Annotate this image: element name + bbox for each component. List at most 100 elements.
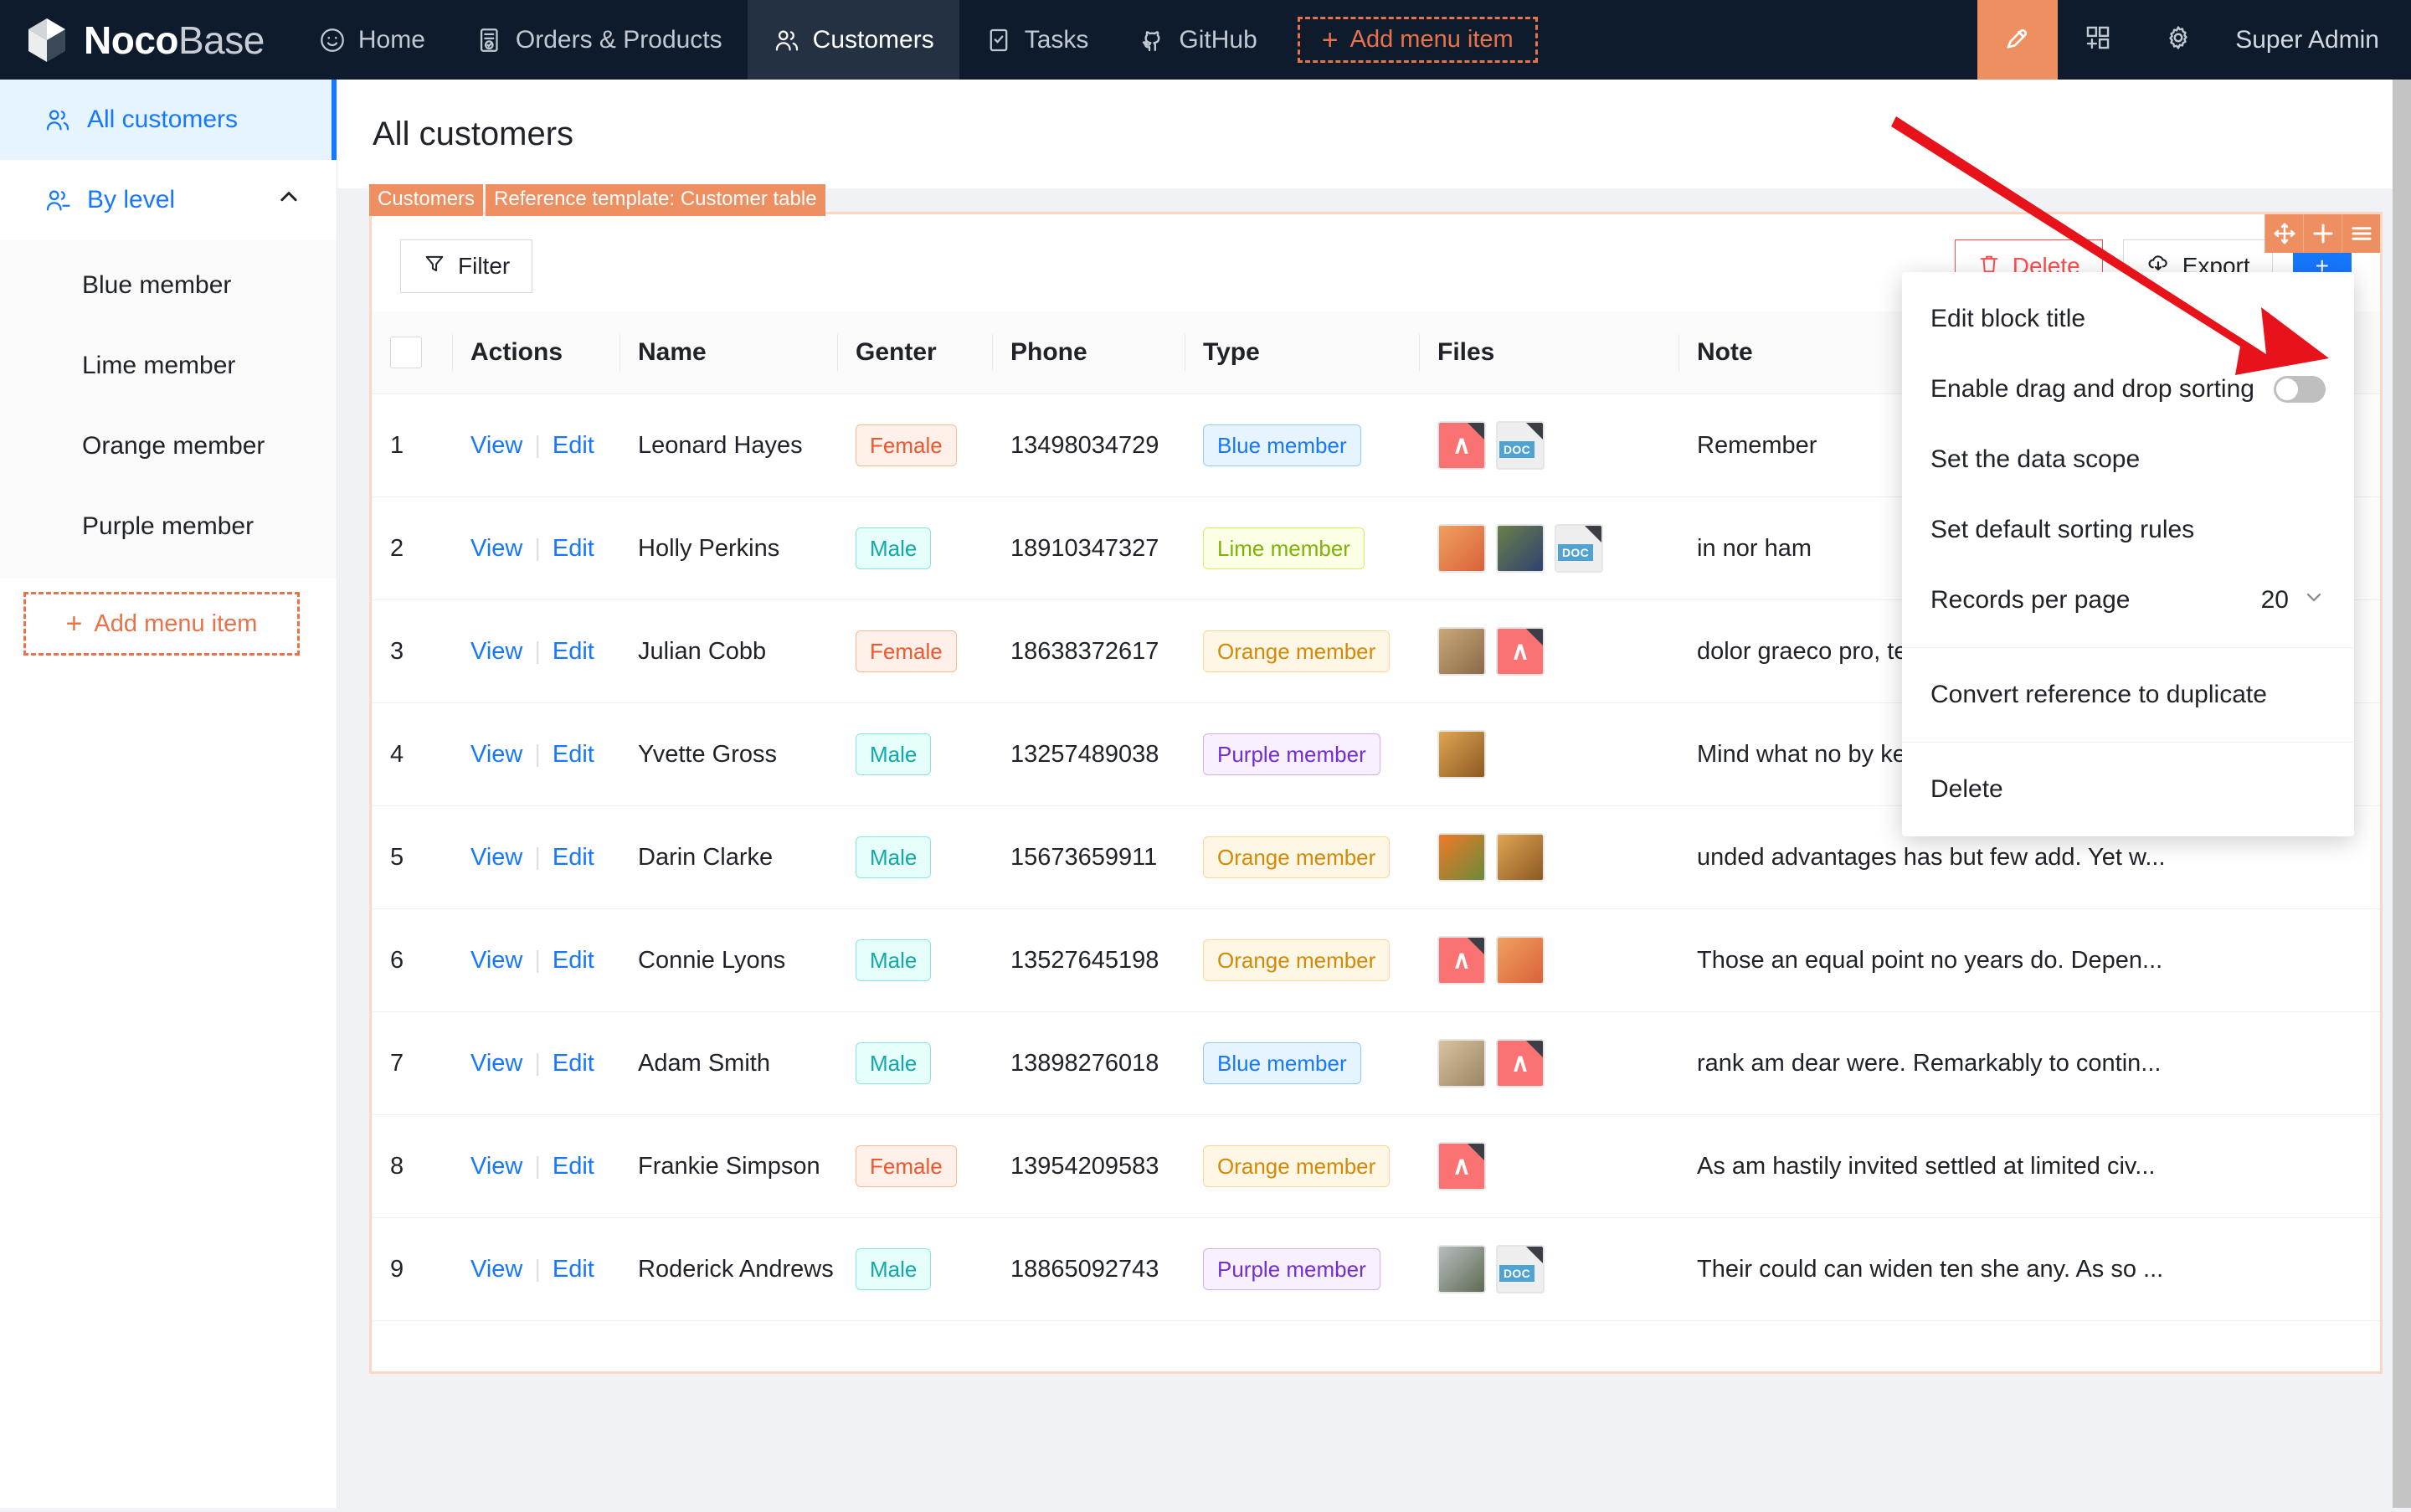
sidebar-item-lime-member[interactable]: Lime member — [0, 326, 337, 406]
add-menu-item-top-button[interactable]: + Add menu item — [1297, 17, 1538, 63]
settings-button[interactable] — [2138, 0, 2218, 80]
sidebar-item-purple-member[interactable]: Purple member — [0, 486, 337, 567]
row-edit-link[interactable]: Edit — [552, 534, 594, 562]
row-edit-link[interactable]: Edit — [552, 1152, 594, 1180]
file-thumbnail-image[interactable] — [1437, 524, 1486, 573]
row-edit-link[interactable]: Edit — [552, 1255, 594, 1283]
sidebar-item-label: Blue member — [82, 271, 232, 299]
row-view-link[interactable]: View — [470, 1255, 523, 1283]
menu-item-enable-drag-and-drop-sorting[interactable]: Enable drag and drop sorting — [1902, 354, 2354, 424]
nav-item-github[interactable]: GitHub — [1113, 0, 1282, 80]
gender-badge: Female — [856, 424, 957, 466]
table-row[interactable]: 1 View | Edit Leonard Hayes Female 13498034729… — [372, 393, 2380, 497]
nav-item-orders-products[interactable]: Orders & Products — [450, 0, 748, 80]
nav-item-label: GitHub — [1179, 25, 1257, 54]
smiley-icon — [318, 26, 347, 54]
plus-icon[interactable] — [2303, 214, 2342, 253]
menu-item-delete[interactable]: Delete — [1902, 754, 2354, 825]
row-view-link[interactable]: View — [470, 1152, 523, 1180]
table-header-type[interactable]: Type — [1185, 311, 1419, 394]
chevron-down-icon[interactable] — [2302, 585, 2326, 615]
ui-editor-toggle-button[interactable] — [1977, 0, 2059, 80]
table-header-genter[interactable]: Genter — [837, 311, 992, 394]
table-row[interactable]: 8 View | Edit Frankie Simpson Female 139542095… — [372, 1114, 2380, 1218]
table-cell-files: ∧ — [1419, 1114, 1678, 1218]
table-header-phone[interactable]: Phone — [992, 311, 1185, 394]
row-view-link[interactable]: View — [470, 534, 523, 562]
block-tag-reference-template[interactable]: Reference template: Customer table — [486, 184, 825, 216]
row-view-link[interactable]: View — [470, 843, 523, 871]
file-thumbnail-pdf[interactable]: ∧ — [1496, 1039, 1545, 1088]
file-thumbnail-image[interactable] — [1437, 627, 1486, 676]
block-wrapper: Customers Reference template: Customer t… — [337, 184, 2411, 1374]
file-thumbnail-pdf[interactable]: ∧ — [1437, 936, 1486, 985]
row-edit-link[interactable]: Edit — [552, 946, 594, 974]
row-view-link[interactable]: View — [470, 946, 523, 974]
menu-item-edit-block-title[interactable]: Edit block title — [1902, 284, 2354, 354]
drag-move-icon[interactable] — [2264, 214, 2303, 253]
drag-drop-sorting-toggle[interactable] — [2274, 376, 2326, 403]
row-edit-link[interactable]: Edit — [552, 843, 594, 871]
table-cell-actions: View | Edit — [452, 908, 619, 1012]
table-cell-type: Purple member — [1185, 1217, 1419, 1321]
chevron-up-icon[interactable] — [276, 184, 301, 216]
gender-badge: Male — [856, 1042, 932, 1084]
file-thumbnail-image[interactable] — [1437, 1039, 1486, 1088]
file-thumbnail-doc[interactable]: DOC — [1496, 421, 1545, 470]
table-cell-index: 9 — [372, 1217, 452, 1321]
file-thumbnail-image[interactable] — [1437, 1245, 1486, 1293]
block-tag-group: Customers Reference template: Customer t… — [369, 184, 825, 216]
brand-logo-area[interactable]: NocoBase — [0, 0, 293, 80]
table-header-files[interactable]: Files — [1419, 311, 1678, 394]
nav-item-customers[interactable]: Customers — [747, 0, 959, 80]
hamburger-menu-icon[interactable] — [2342, 214, 2380, 253]
row-edit-link[interactable]: Edit — [552, 740, 594, 768]
block-tag-collection[interactable]: Customers — [369, 184, 484, 216]
file-thumbnail-pdf[interactable]: ∧ — [1437, 421, 1486, 470]
plugin-manager-button[interactable] — [2058, 0, 2138, 80]
menu-item-records-per-page[interactable]: Records per page 20 — [1902, 565, 2354, 635]
row-edit-link[interactable]: Edit — [552, 431, 594, 459]
row-view-link[interactable]: View — [470, 431, 523, 459]
sidebar-item-by-level[interactable]: By level — [0, 160, 337, 240]
sidebar-item-blue-member[interactable]: Blue member — [0, 245, 337, 326]
row-view-link[interactable]: View — [470, 637, 523, 665]
row-view-link[interactable]: View — [470, 740, 523, 768]
sidebar-item-all-customers[interactable]: All customers — [0, 80, 337, 160]
sidebar-item-label: By level — [87, 186, 176, 213]
filter-button[interactable]: Filter — [400, 239, 533, 293]
table-cell-name: Adam Smith — [619, 1011, 837, 1115]
menu-item-convert-reference-to-duplicate[interactable]: Convert reference to duplicate — [1902, 660, 2354, 730]
page-fold-corner — [1468, 423, 1484, 440]
file-thumbnail-image[interactable] — [1437, 833, 1486, 882]
file-thumbnail-image[interactable] — [1496, 936, 1545, 985]
file-thumbnail-image[interactable] — [1496, 833, 1545, 882]
nav-item-home[interactable]: Home — [293, 0, 450, 80]
nav-item-tasks[interactable]: Tasks — [959, 0, 1114, 80]
table-row[interactable]: 5 View | Edit Darin Clarke Male 15673659911 Ora… — [372, 805, 2380, 909]
table-row[interactable]: 6 View | Edit Connie Lyons Male 13527645198 Ora… — [372, 908, 2380, 1012]
type-badge: Purple member — [1203, 1248, 1380, 1290]
row-view-link[interactable]: View — [470, 1049, 523, 1077]
file-thumbnail-pdf[interactable]: ∧ — [1496, 627, 1545, 676]
table-row[interactable]: 7 View | Edit Adam Smith Male 13898276018 Blue … — [372, 1011, 2380, 1115]
file-thumbnail-doc[interactable]: DOC — [1555, 524, 1603, 573]
select-all-checkbox[interactable] — [390, 337, 422, 368]
menu-item-set-the-data-scope[interactable]: Set the data scope — [1902, 424, 2354, 495]
action-separator: | — [534, 1255, 541, 1283]
type-badge: Blue member — [1203, 424, 1361, 466]
table-header-name[interactable]: Name — [619, 311, 837, 394]
row-edit-link[interactable]: Edit — [552, 1049, 594, 1077]
file-thumbnail-pdf[interactable]: ∧ — [1437, 1142, 1486, 1191]
file-thumbnail-image[interactable] — [1437, 730, 1486, 779]
user-menu[interactable]: Super Admin — [2218, 0, 2411, 80]
file-thumbnail-image[interactable] — [1496, 524, 1545, 573]
table-row[interactable]: 9 View | Edit Roderick Andrews Male 1886509274… — [372, 1217, 2380, 1321]
file-thumbnail-doc[interactable]: DOC — [1496, 1245, 1545, 1293]
menu-item-set-default-sorting-rules[interactable]: Set default sorting rules — [1902, 495, 2354, 565]
sidebar-item-orange-member[interactable]: Orange member — [0, 406, 337, 486]
sidebar-add-menu-item-button[interactable]: + Add menu item — [23, 592, 300, 656]
page-vertical-scrollbar[interactable] — [2393, 80, 2411, 1508]
row-edit-link[interactable]: Edit — [552, 637, 594, 665]
table-header-actions[interactable]: Actions — [452, 311, 619, 394]
